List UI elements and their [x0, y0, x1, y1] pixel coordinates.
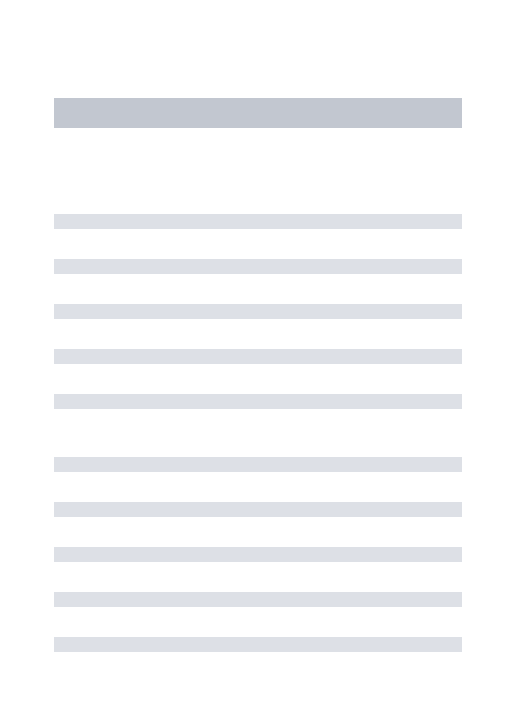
- skeleton-line-group: [54, 457, 462, 652]
- skeleton-container: [0, 0, 516, 652]
- skeleton-line: [54, 349, 462, 364]
- skeleton-line-group: [54, 214, 462, 409]
- skeleton-line: [54, 214, 462, 229]
- skeleton-line: [54, 547, 462, 562]
- skeleton-line: [54, 394, 462, 409]
- skeleton-line: [54, 457, 462, 472]
- skeleton-line: [54, 259, 462, 274]
- skeleton-line: [54, 592, 462, 607]
- skeleton-title-bar: [54, 98, 462, 128]
- skeleton-line: [54, 637, 462, 652]
- skeleton-line: [54, 502, 462, 517]
- skeleton-line: [54, 304, 462, 319]
